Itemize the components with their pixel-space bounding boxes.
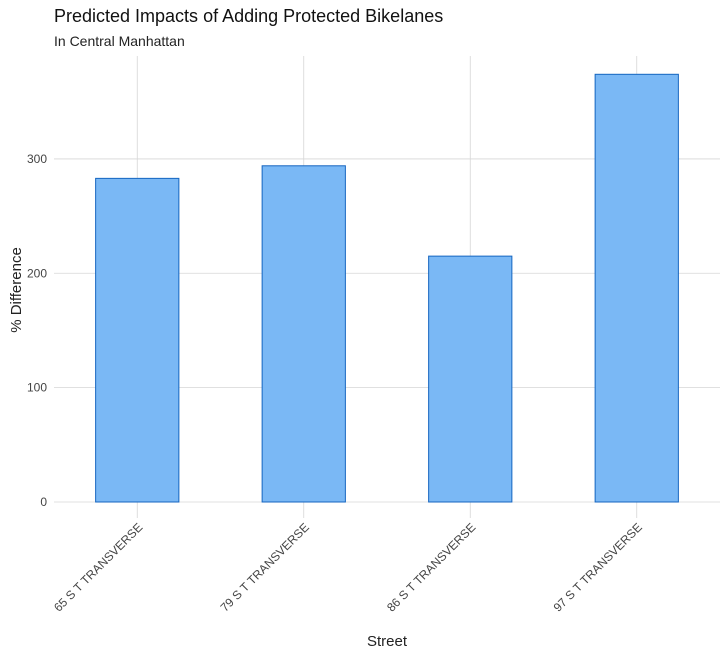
bars	[95, 73, 679, 503]
y-tick-label-2: 200	[27, 266, 47, 280]
y-tick-label-3: 300	[27, 152, 47, 166]
bar-1	[261, 165, 346, 503]
bar-2	[428, 255, 513, 503]
chart-title: Predicted Impacts of Adding Protected Bi…	[54, 6, 444, 26]
y-tick-label-0: 0	[40, 495, 47, 509]
bar-0	[95, 177, 180, 503]
x-tick-labels: 65 S T TRANSVERSE 79 S T TRANSVERSE 86 S T…	[51, 520, 645, 614]
y-tick-label-1: 100	[27, 381, 47, 395]
x-tick-label-0: 65 S T TRANSVERSE	[51, 520, 145, 614]
chart-subtitle: In Central Manhattan	[54, 33, 185, 49]
x-tick-label-3: 97 S T TRANSVERSE	[551, 520, 645, 614]
y-tick-labels: 0 100 200 300	[27, 152, 47, 509]
y-axis-label: % Difference	[8, 247, 25, 333]
bar-3	[594, 73, 679, 503]
x-axis-label: Street	[367, 633, 408, 650]
x-tick-label-1: 79 S T TRANSVERSE	[218, 520, 312, 614]
x-tick-label-2: 86 S T TRANSVERSE	[384, 520, 478, 614]
